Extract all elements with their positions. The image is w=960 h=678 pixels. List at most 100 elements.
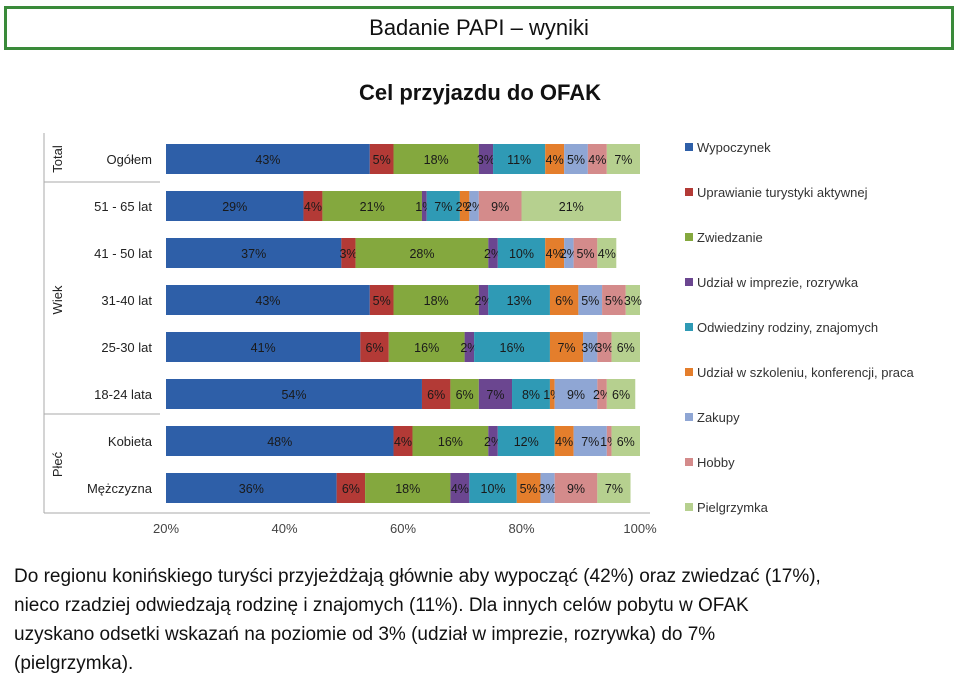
- bar-segment: [564, 238, 574, 268]
- data-label: 10%: [481, 482, 506, 496]
- bar-segment: [606, 426, 612, 456]
- legend-swatch: [685, 143, 693, 151]
- data-label: 21%: [559, 200, 584, 214]
- bar-segment: [393, 285, 479, 315]
- page-title: Badanie PAPI – wyniki: [369, 15, 589, 40]
- bar-segment: [554, 426, 574, 456]
- bar-segment: [578, 285, 603, 315]
- data-label: 2%: [465, 200, 483, 214]
- data-label: 3%: [339, 247, 357, 261]
- bar-segment: [478, 379, 513, 409]
- data-label: 4%: [394, 435, 412, 449]
- data-label: 3%: [595, 341, 613, 355]
- legend-swatch: [685, 188, 693, 196]
- x-tick-label: 20%: [153, 521, 179, 536]
- bar-segment: [611, 426, 640, 456]
- data-label: 7%: [486, 388, 504, 402]
- bar-segment: [166, 285, 370, 315]
- bar-segment: [587, 144, 607, 174]
- bar-segment: [545, 238, 565, 268]
- data-label: 43%: [255, 153, 280, 167]
- legend-swatch: [685, 458, 693, 466]
- x-tick-label: 60%: [390, 521, 416, 536]
- data-label: 5%: [581, 294, 599, 308]
- bar-segment: [166, 191, 304, 221]
- group-label: Płeć: [50, 451, 65, 477]
- data-label: 2%: [475, 294, 493, 308]
- group-label: Total: [50, 145, 65, 173]
- data-label: 3%: [477, 153, 495, 167]
- data-label: 5%: [520, 482, 538, 496]
- category-label: 18-24 lata: [94, 387, 153, 402]
- data-label: 12%: [514, 435, 539, 449]
- data-label: 2%: [484, 435, 502, 449]
- data-label: 7%: [581, 435, 599, 449]
- bar-segment: [488, 285, 550, 315]
- data-label: 3%: [624, 294, 642, 308]
- bar-segment: [166, 332, 361, 362]
- bar-segment: [355, 238, 489, 268]
- data-label: 18%: [395, 482, 420, 496]
- x-tick-label: 80%: [508, 521, 534, 536]
- data-label: 6%: [612, 388, 630, 402]
- legend-label: Udział w imprezie, rozrywka: [697, 275, 859, 290]
- bar-segment: [602, 285, 626, 315]
- data-label: 2%: [460, 341, 478, 355]
- data-label: 2%: [593, 388, 611, 402]
- bar-segment: [450, 379, 479, 409]
- header-box: Badanie PAPI – wyniki: [4, 6, 954, 50]
- data-label: 6%: [366, 341, 384, 355]
- bar-segment: [497, 426, 555, 456]
- data-label: 5%: [576, 247, 594, 261]
- legend-label: Wypoczynek: [697, 140, 771, 155]
- data-label: 6%: [617, 435, 635, 449]
- bar-segment: [369, 144, 394, 174]
- bar-segment: [597, 332, 612, 362]
- data-label: 4%: [304, 200, 322, 214]
- bar-segment: [166, 379, 422, 409]
- category-label: 51 - 65 lat: [94, 199, 152, 214]
- bar-segment: [583, 332, 598, 362]
- bar-segment: [459, 191, 470, 221]
- data-label: 48%: [267, 435, 292, 449]
- data-label: 21%: [360, 200, 385, 214]
- bar-segment: [488, 426, 498, 456]
- category-label: Ogółem: [106, 152, 152, 167]
- bar-segment: [474, 332, 550, 362]
- summary-paragraph: Do regionu konińskiego turyści przyjeżdż…: [14, 562, 946, 678]
- data-label: 16%: [438, 435, 463, 449]
- data-label: 10%: [509, 247, 534, 261]
- legend-label: Zwiedzanie: [697, 230, 763, 245]
- data-label: 4%: [546, 247, 564, 261]
- data-label: 5%: [373, 153, 391, 167]
- legend-swatch: [685, 278, 693, 286]
- bar-segment: [166, 426, 394, 456]
- bar-segment: [421, 379, 451, 409]
- bar-segment: [322, 191, 422, 221]
- bar-segment: [573, 238, 598, 268]
- bar-segment: [421, 191, 427, 221]
- data-label: 5%: [605, 294, 623, 308]
- data-label: 37%: [241, 247, 266, 261]
- data-label: 28%: [409, 247, 434, 261]
- data-label: 3%: [581, 341, 599, 355]
- data-label: 54%: [281, 388, 306, 402]
- category-label: Mężczyzna: [87, 481, 153, 496]
- bar-segment: [564, 144, 588, 174]
- bar-segment: [516, 473, 541, 503]
- bar-segment: [336, 473, 366, 503]
- bar-segment: [597, 238, 617, 268]
- data-label: 16%: [414, 341, 439, 355]
- legend-label: Uprawianie turystyki aktywnej: [697, 185, 868, 200]
- data-label: 5%: [373, 294, 391, 308]
- data-label: 7%: [434, 200, 452, 214]
- data-label: 9%: [567, 482, 585, 496]
- bar-segment: [611, 332, 640, 362]
- data-label: 7%: [614, 153, 632, 167]
- bar-segment: [549, 332, 584, 362]
- summary-line-4: (pielgrzymka).: [14, 653, 134, 674]
- bar-segment: [597, 473, 631, 503]
- bar-segment: [426, 191, 460, 221]
- data-label: 7%: [557, 341, 575, 355]
- bar-segment: [493, 144, 546, 174]
